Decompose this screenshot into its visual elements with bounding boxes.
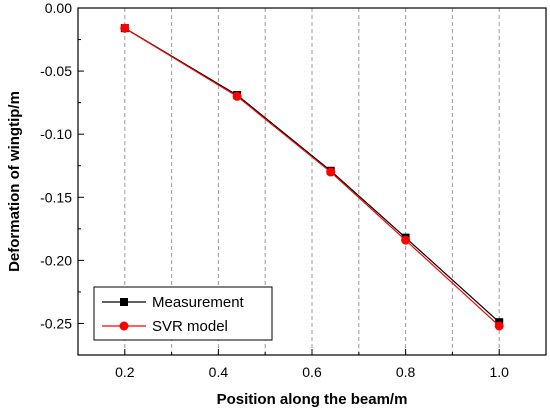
- y-tick-label: 0.00: [45, 0, 72, 16]
- legend-marker-svr-model: [119, 321, 129, 331]
- axis-ticks: 0.2 0.4 0.6 0.8 1.0 0.00 -0.05 -0.10 -0.15 -0.20 -…: [40, 0, 509, 380]
- legend-label-svr-model: SVR model: [152, 318, 228, 335]
- legend-marker-measurement: [120, 298, 128, 306]
- x-tick-label: 0.6: [302, 364, 322, 380]
- legend: Measurement SVR model: [93, 286, 273, 341]
- y-axis-label: Deformation of wingtip/m: [6, 91, 23, 272]
- y-tick-label: -0.05: [40, 63, 72, 79]
- legend-box: [93, 286, 273, 341]
- x-tick-label: 0.2: [115, 364, 135, 380]
- data-point-svr-model: [232, 91, 242, 101]
- data-point-svr-model: [120, 23, 130, 33]
- y-tick-label: -0.20: [40, 252, 72, 268]
- y-tick-label: -0.15: [40, 189, 72, 205]
- y-tick-label: -0.25: [40, 315, 72, 331]
- x-tick-label: 0.8: [396, 364, 416, 380]
- x-tick-label: 0.4: [209, 364, 229, 380]
- legend-label-measurement: Measurement: [152, 294, 245, 311]
- series-layer: [120, 23, 504, 331]
- x-axis-label: Position along the beam/m: [217, 391, 408, 408]
- data-point-svr-model: [494, 321, 504, 331]
- x-tick-label: 1.0: [489, 364, 509, 380]
- data-point-svr-model: [326, 167, 336, 177]
- data-point-svr-model: [401, 235, 411, 245]
- y-tick-label: -0.10: [40, 126, 72, 142]
